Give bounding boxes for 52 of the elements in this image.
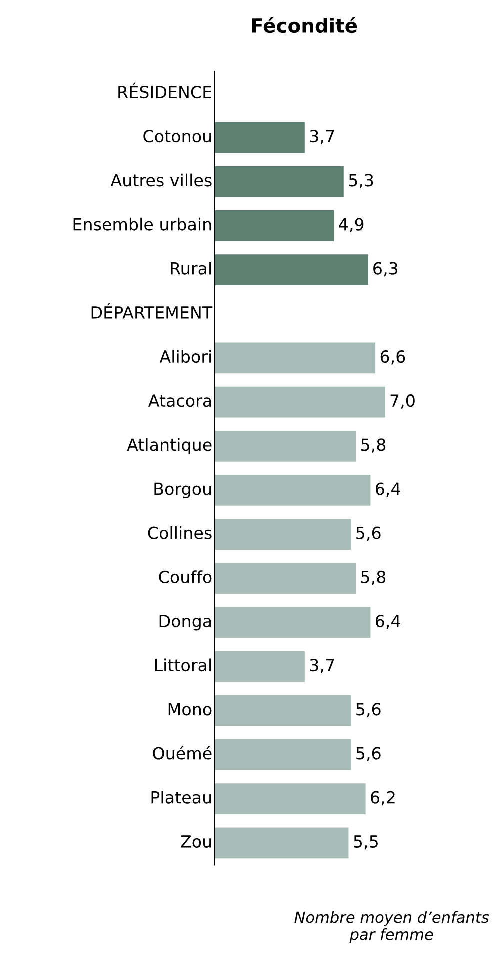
- bar: [214, 210, 334, 242]
- bar: [214, 386, 386, 418]
- chart-title: Fécondité: [252, 17, 358, 34]
- y-tick-label: RÉSIDENCE: [118, 82, 212, 99]
- data-label: 5,8: [362, 438, 386, 453]
- bar: [214, 563, 356, 594]
- y-tick-label: Ouémé: [153, 746, 212, 760]
- data-label: 3,7: [310, 130, 334, 144]
- y-tick-label: Littoral: [155, 658, 212, 672]
- y-tick-label: Plateau: [152, 790, 212, 804]
- data-label: 5,6: [356, 703, 381, 718]
- bar: [214, 784, 366, 814]
- bar: [214, 740, 352, 770]
- bar: [214, 651, 305, 682]
- bar: [214, 519, 352, 550]
- data-label: 6,3: [374, 262, 398, 277]
- data-label: 4,9: [339, 218, 364, 233]
- data-label: 6,4: [376, 482, 400, 498]
- data-label: 7,0: [390, 394, 415, 409]
- data-label: 5,6: [356, 526, 381, 542]
- data-label: 5,8: [362, 570, 386, 586]
- bar: [214, 166, 344, 198]
- y-tick-label: Couffo: [159, 570, 212, 584]
- data-label: 5,6: [356, 747, 381, 762]
- bar: [214, 122, 305, 154]
- y-tick-label: Borgou: [154, 482, 212, 499]
- y-tick-label: Ensemble urbain: [74, 218, 212, 231]
- y-tick-label: Cotonou: [144, 130, 212, 143]
- y-tick-label: Collines: [148, 526, 212, 540]
- bar: [214, 828, 349, 859]
- y-tick-label: Atlantique: [127, 438, 212, 454]
- data-label: 5,5: [354, 836, 378, 850]
- data-label: 3,7: [310, 659, 334, 674]
- bar: [214, 342, 376, 374]
- y-tick-label: Atacora: [148, 394, 212, 408]
- y-tick-label: Mono: [168, 703, 212, 716]
- y-tick-label: Donga: [160, 615, 212, 631]
- bar: [214, 695, 352, 726]
- data-label: 6,6: [380, 350, 406, 365]
- y-tick-label: Alibori: [160, 350, 212, 364]
- bar: [214, 475, 371, 506]
- data-label: 6,2: [371, 791, 395, 806]
- data-label: 6,4: [376, 614, 400, 630]
- x-axis-title: Nombre moyen d’enfants par femme: [294, 911, 490, 944]
- y-tick-label: DÉPARTEMENT: [92, 303, 213, 319]
- bar: [214, 430, 356, 462]
- y-tick-label: Rural: [171, 262, 212, 275]
- bar: [214, 607, 371, 638]
- data-label: 5,3: [349, 174, 374, 188]
- y-tick-label: Autres villes: [110, 174, 212, 187]
- bar: [214, 254, 368, 286]
- y-tick-label: Zou: [181, 836, 212, 848]
